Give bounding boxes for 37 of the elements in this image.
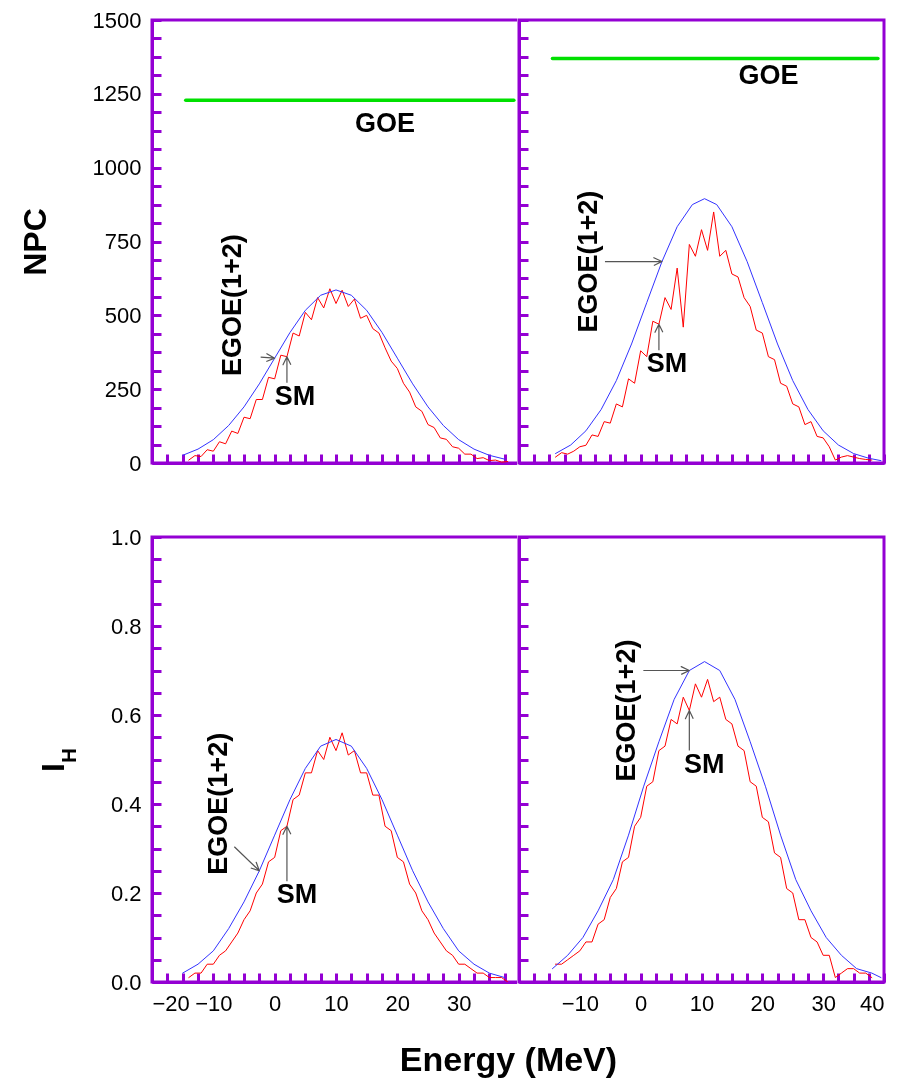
- annotation: EGOE(1+2): [572, 190, 603, 333]
- x-tick-label: 40: [860, 990, 885, 1016]
- x-tick-label: 10: [324, 990, 349, 1016]
- annotation: SM: [276, 879, 318, 910]
- y-axis-title: NPC: [16, 208, 53, 276]
- y-tick-label: 750: [104, 229, 142, 254]
- y-tick-label: 250: [104, 376, 142, 402]
- x-tick-label: −10: [561, 990, 599, 1016]
- x-tick-label: −10: [195, 990, 233, 1016]
- y-tick-label: 1500: [92, 7, 142, 33]
- y-tick-label: 1000: [92, 155, 142, 181]
- x-tick-label: 20: [750, 990, 776, 1016]
- annotation: SM: [274, 380, 316, 411]
- annotation: EGOE(1+2): [611, 639, 642, 782]
- y-tick-label: 500: [104, 302, 142, 328]
- annotation: GOE: [738, 60, 799, 91]
- y-tick-label: 1250: [92, 81, 142, 107]
- y-tick-label: 0.4: [110, 791, 142, 817]
- x-tick-label: 30: [446, 990, 472, 1016]
- annotation: EGOE(1+2): [216, 234, 247, 377]
- x-tick-label: 30: [811, 990, 836, 1016]
- x-tick-label: 20: [385, 990, 411, 1016]
- annotation: SM: [684, 748, 725, 779]
- y-tick-label: 0.6: [110, 702, 142, 728]
- annotation: GOE: [355, 108, 416, 139]
- x-tick-label: 10: [689, 990, 715, 1016]
- annotation: SM: [646, 348, 688, 379]
- y-tick-label: 0.0: [110, 969, 142, 995]
- y-tick-label: 1.0: [110, 524, 142, 550]
- y-tick-label: 0.2: [110, 880, 142, 906]
- x-tick-label: −20: [152, 990, 190, 1016]
- x-axis-title: Energy (MeV): [398, 1040, 619, 1079]
- x-tick-label: 0: [635, 990, 648, 1016]
- y-tick-label: 0.8: [110, 613, 142, 639]
- x-tick-label: 0: [269, 990, 282, 1016]
- y-tick-label: 0: [129, 450, 142, 476]
- annotation: EGOE(1+2): [203, 732, 234, 875]
